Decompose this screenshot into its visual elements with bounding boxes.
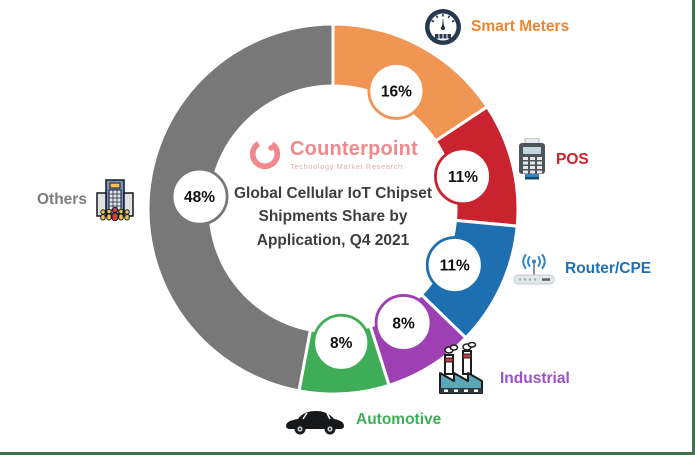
percent-bubble-industrial <box>374 294 433 352</box>
legend-router-cpe: Router/CPE <box>512 252 651 286</box>
legend-label-pos: POS <box>556 151 589 168</box>
pos-terminal-icon <box>519 138 545 180</box>
percent-label-router-cpe: 11% <box>440 258 470 275</box>
chart-title-line3: Application, Q4 2021 <box>256 231 410 249</box>
chart-center: Counterpoint Technology Market Research … <box>208 137 458 252</box>
percent-bubble-pos <box>434 147 492 206</box>
legend-automotive: Automotive <box>283 402 441 438</box>
chart-title-line1: Global Cellular IoT Chipset <box>233 185 433 202</box>
chart-title-line2: Shipments Share by <box>258 208 408 226</box>
percent-bubble-router-cpe <box>425 236 484 294</box>
building-icon <box>96 179 134 221</box>
legend-industrial: Industrial <box>437 342 570 396</box>
gauge-icon <box>425 9 461 45</box>
chart-title: Global Cellular IoT Chipset Shipments Sh… <box>208 182 458 252</box>
counterpoint-logo: Counterpoint Technology Market Research <box>208 137 458 171</box>
percent-bubble-smart-meters <box>367 62 426 120</box>
percent-label-others: 48% <box>184 189 215 206</box>
frame-border-right <box>692 0 695 455</box>
legend-smart-meters: Smart Meters <box>424 8 569 46</box>
percent-bubble-others <box>170 167 229 226</box>
percent-label-industrial: 8% <box>392 315 415 332</box>
factory-icon <box>439 342 483 394</box>
legend-label-automotive: Automotive <box>356 411 442 428</box>
counterpoint-logo-icon <box>249 138 281 170</box>
frame-border-bottom <box>0 452 695 455</box>
router-icon <box>513 254 555 285</box>
legend-label-router-cpe: Router/CPE <box>565 260 652 277</box>
legend-label-smart-meters: Smart Meters <box>471 18 570 35</box>
percent-label-automotive: 8% <box>330 335 353 352</box>
car-icon <box>286 411 344 435</box>
logo-brand-text: Counterpoint <box>290 137 418 160</box>
legend-label-industrial: Industrial <box>500 370 570 387</box>
legend-pos: POS <box>517 138 589 182</box>
percent-label-smart-meters: 16% <box>381 83 412 100</box>
percent-bubble-automotive <box>312 313 371 372</box>
percent-label-pos: 11% <box>448 169 478 186</box>
legend-others: Others <box>37 179 134 221</box>
logo-tagline: Technology Market Research <box>290 161 403 171</box>
slice-others <box>146 22 335 393</box>
legend-label-others: Others <box>37 191 87 208</box>
